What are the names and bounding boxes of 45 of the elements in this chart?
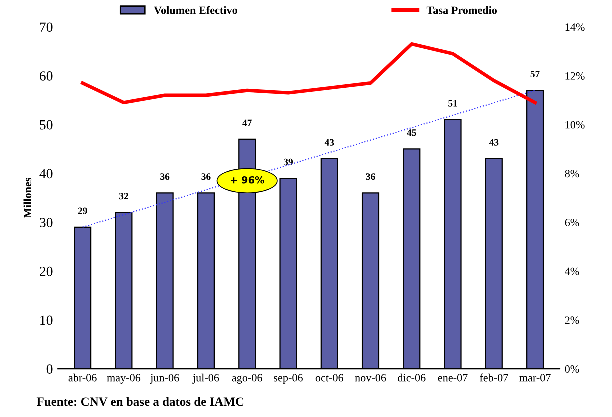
x-tick-label: oct-06 — [316, 374, 344, 382]
x-tick-label: mar-07 — [520, 374, 551, 382]
y-tick-label: 30 — [40, 218, 53, 228]
legend-label: Volumen Efectivo — [154, 6, 238, 14]
x-tick-label: feb-07 — [480, 374, 508, 382]
data-label: 36 — [202, 174, 211, 180]
x-tick-label: may-06 — [107, 374, 141, 384]
source-note: Fuente: CNV en base a datos de IAMC — [36, 397, 244, 406]
data-label: 29 — [78, 208, 88, 214]
x-tick-label: ene-07 — [438, 374, 468, 382]
data-label: 36 — [366, 174, 376, 180]
y2-tick-label: 8% — [565, 170, 580, 178]
y-tick-label: 70 — [40, 22, 53, 32]
data-label: 43 — [324, 139, 334, 146]
y-tick-label: 50 — [40, 120, 53, 130]
y2-tick-label: 14% — [566, 24, 585, 32]
y2-tick-label: 12% — [566, 72, 585, 80]
y-tick-label: 20 — [40, 266, 53, 276]
data-label: 39 — [284, 158, 294, 166]
y-tick-label: 60 — [40, 72, 53, 81]
y-tick-label: 10 — [40, 316, 53, 326]
y-tick-label: 0 — [46, 364, 53, 374]
x-tick-label: sep-06 — [274, 374, 303, 384]
y2-tick-label: 2% — [565, 316, 580, 324]
x-tick-label: abr-06 — [68, 374, 97, 382]
x-tick-label: nov-06 — [355, 374, 386, 382]
y-axis-title: Millones — [24, 178, 32, 218]
annotation: + 96% — [230, 176, 264, 184]
y2-tick-label: 6% — [565, 218, 580, 226]
x-tick-label: jun-06 — [150, 374, 180, 384]
y2-tick-label: 10% — [566, 121, 585, 129]
data-label: 45 — [407, 130, 416, 136]
data-label: 36 — [160, 174, 170, 180]
legend-label: Tasa Promedio — [426, 6, 498, 14]
data-label: 47 — [242, 120, 252, 126]
data-label: 51 — [448, 100, 458, 107]
data-label: 57 — [530, 71, 540, 78]
data-label: 32 — [119, 193, 128, 200]
y2-tick-label: 4% — [565, 268, 580, 276]
x-tick-label: jul-06 — [192, 374, 220, 384]
data-label: 43 — [489, 139, 499, 146]
y2-tick-label: 0% — [565, 366, 580, 374]
y-tick-label: 40 — [40, 169, 53, 179]
x-tick-label: dic-06 — [398, 374, 426, 382]
x-tick-label: ago-06 — [232, 374, 262, 384]
